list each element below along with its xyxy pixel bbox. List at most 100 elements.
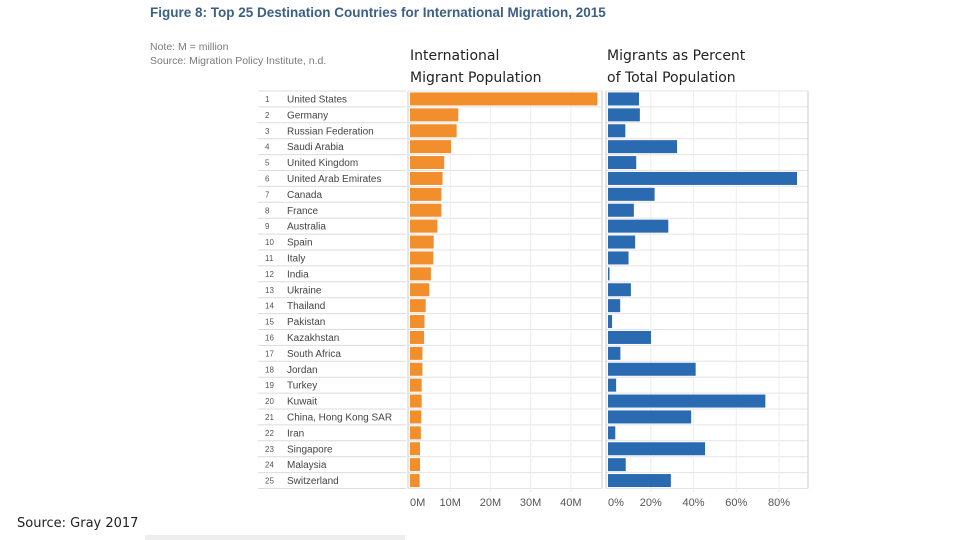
population-bar — [410, 442, 421, 456]
percent-bar — [608, 442, 706, 456]
rank-label: 6 — [265, 174, 270, 183]
country-label: Ukraine — [287, 285, 322, 296]
rank-label: 12 — [265, 270, 274, 279]
percent-bar — [608, 235, 636, 249]
population-bar — [410, 346, 423, 360]
population-bar — [410, 426, 421, 440]
population-header-line-1: International — [410, 48, 500, 64]
population-bar — [410, 156, 445, 170]
population-bar — [410, 410, 422, 424]
population-bar — [410, 235, 434, 249]
percent-bar — [608, 330, 651, 344]
rank-label: 16 — [265, 333, 274, 342]
percent-bar — [608, 251, 629, 265]
population-bar — [410, 315, 425, 329]
population-tick-label: 0M — [410, 497, 425, 509]
country-label: Italy — [287, 253, 305, 264]
population-bar — [410, 187, 442, 201]
rank-label: 14 — [265, 302, 274, 311]
population-tick-label: 20M — [480, 497, 501, 509]
rank-label: 5 — [265, 159, 270, 168]
percent-bar — [608, 171, 797, 185]
population-bar — [410, 283, 430, 297]
percent-bar — [608, 362, 696, 376]
percent-tick-label: 40% — [683, 497, 705, 509]
rank-label: 15 — [265, 318, 274, 327]
rank-label: 21 — [265, 413, 274, 422]
population-bar — [410, 378, 422, 392]
source-note-text: Source: Migration Policy Institute, n.d. — [150, 55, 327, 67]
percent-bar — [608, 474, 671, 488]
percent-bar — [608, 315, 613, 329]
population-tick-label: 30M — [520, 497, 541, 509]
percent-bar — [608, 108, 640, 122]
population-bar — [410, 140, 452, 154]
country-label: Saudi Arabia — [287, 142, 344, 153]
percent-tick-label: 0% — [608, 497, 624, 509]
population-bar — [410, 458, 421, 472]
country-label: Australia — [287, 222, 326, 233]
percent-bar — [608, 92, 640, 106]
population-bar — [410, 92, 598, 106]
rank-label: 20 — [265, 397, 274, 406]
rank-label: 24 — [265, 461, 274, 470]
country-label: Jordan — [287, 365, 318, 376]
population-header-line-2: Migrant Population — [410, 70, 542, 86]
population-tick-label: 40M — [560, 497, 581, 509]
percent-bar — [608, 410, 692, 424]
population-bar — [410, 362, 423, 376]
plot-background — [406, 91, 808, 489]
country-label: Singapore — [287, 444, 333, 455]
percent-bar — [608, 140, 678, 154]
country-label: Kazakhstan — [287, 333, 339, 344]
bottom-strip — [145, 535, 405, 540]
country-label: Malaysia — [287, 460, 327, 471]
population-bar — [410, 251, 434, 265]
figure-title: Figure 8: Top 25 Destination Countries f… — [150, 5, 606, 20]
percent-bar — [608, 219, 669, 233]
note-text: Note: M = million — [150, 41, 229, 53]
population-bar — [410, 330, 425, 344]
rank-label: 9 — [265, 222, 270, 231]
rank-label: 10 — [265, 238, 274, 247]
population-bar — [410, 124, 457, 138]
population-bar — [410, 171, 443, 185]
country-label: China, Hong Kong SAR — [287, 412, 392, 423]
population-tick-label: 10M — [440, 497, 461, 509]
country-label: Pakistan — [287, 317, 325, 328]
country-label: United Arab Emirates — [287, 174, 382, 185]
population-bar — [410, 299, 426, 313]
country-label: Iran — [287, 428, 304, 439]
percent-header: Migrants as Percent of Total Population — [607, 45, 745, 89]
country-label: France — [287, 206, 319, 217]
population-bar — [410, 474, 420, 488]
rank-label: 4 — [265, 143, 270, 152]
population-bar — [410, 219, 438, 233]
percent-header-line-2: of Total Population — [607, 70, 736, 86]
rank-label: 22 — [265, 429, 274, 438]
population-header: International Migrant Population — [410, 45, 542, 89]
rank-label: 2 — [265, 111, 270, 120]
country-label: United Kingdom — [287, 158, 358, 169]
rank-label: 19 — [265, 381, 274, 390]
rank-label: 25 — [265, 477, 274, 486]
percent-tick-label: 20% — [640, 497, 662, 509]
percent-bar — [608, 203, 634, 217]
percent-bar — [608, 156, 637, 170]
rank-label: 11 — [265, 254, 274, 263]
rank-label: 3 — [265, 127, 270, 136]
percent-tick-label: 60% — [725, 497, 747, 509]
country-label: Canada — [287, 190, 322, 201]
population-bar — [410, 267, 431, 281]
rank-label: 13 — [265, 286, 274, 295]
slide-source: Source: Gray 2017 — [17, 516, 139, 531]
country-label: Thailand — [287, 301, 325, 312]
percent-bar — [608, 394, 766, 408]
rank-label: 18 — [265, 365, 274, 374]
percent-tick-label: 80% — [768, 497, 790, 509]
country-label: Kuwait — [287, 397, 317, 408]
country-label: South Africa — [287, 349, 341, 360]
country-label: United States — [287, 94, 347, 105]
country-label: Turkey — [287, 381, 317, 392]
